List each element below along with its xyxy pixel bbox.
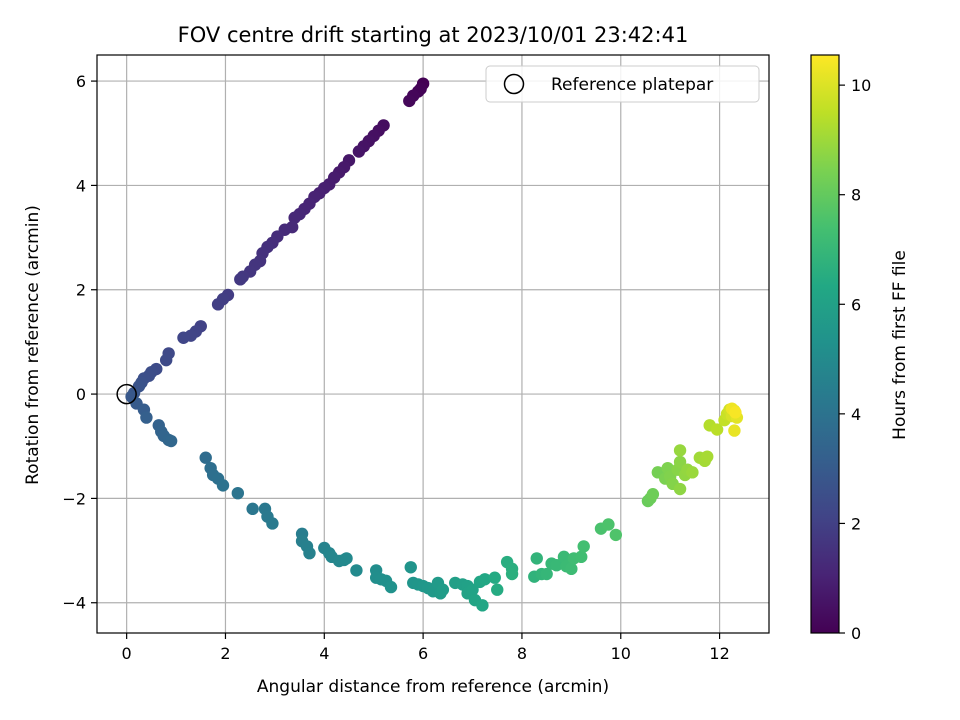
- y-tick-label: −4: [62, 594, 86, 613]
- data-point: [540, 567, 553, 581]
- colorbar-gradient: [810, 54, 840, 634]
- axes: 0 2 4 6 8 10 12 −4 −2 0 2 4 6: [62, 54, 770, 663]
- data-point: [686, 466, 699, 479]
- colorbar-tick-label: 8: [851, 186, 861, 205]
- data-point: [231, 486, 245, 500]
- x-axis-label: Angular distance from reference (arcmin): [257, 677, 609, 697]
- data-point: [404, 561, 417, 574]
- x-tick-label: 6: [418, 644, 428, 663]
- data-point: [246, 502, 259, 516]
- data-point: [159, 353, 173, 367]
- data-point: [491, 583, 504, 596]
- data-point: [352, 145, 366, 158]
- data-point: [288, 211, 301, 224]
- colorbar-label: Hours from first FF file: [890, 250, 910, 440]
- data-point: [505, 567, 519, 581]
- colorbar-tick-label: 6: [851, 295, 861, 314]
- data-point: [303, 546, 316, 560]
- data-point: [199, 451, 212, 464]
- legend: Reference platepar: [485, 65, 760, 103]
- y-tick-label: 4: [76, 176, 86, 195]
- data-point: [530, 552, 543, 565]
- data-point: [436, 583, 450, 596]
- reference-marker: [116, 383, 137, 405]
- data-point: [673, 482, 687, 496]
- x-tick-label: 2: [220, 644, 230, 663]
- y-tick-label: 0: [76, 385, 86, 404]
- legend-reference-marker-icon: [503, 73, 525, 95]
- y-axis-label: Rotation from reference (arcmin): [23, 205, 43, 485]
- data-point: [266, 517, 279, 530]
- data-point: [575, 550, 588, 564]
- data-point: [384, 580, 398, 594]
- data-point: [164, 434, 178, 448]
- colorbar-tick-label: 0: [851, 624, 861, 643]
- grid: [97, 55, 769, 633]
- data-point: [340, 552, 353, 565]
- colorbar-ticks: 0 2 4 6 8 10: [839, 76, 871, 643]
- x-tick-label: 8: [517, 644, 527, 663]
- plot-frame: [96, 54, 770, 634]
- data-point: [466, 583, 479, 596]
- colorbar-tick-label: 2: [851, 514, 861, 533]
- y-tick-label: −2: [62, 489, 86, 508]
- x-tick-label: 12: [709, 644, 729, 663]
- data-point: [550, 558, 563, 572]
- data-point: [673, 455, 687, 469]
- scatter-points: [125, 77, 744, 612]
- data-point: [350, 564, 363, 577]
- data-point: [710, 423, 724, 436]
- y-tick-label: 6: [76, 72, 86, 91]
- data-point: [140, 411, 153, 424]
- data-point: [729, 406, 742, 419]
- data-point: [403, 94, 416, 108]
- x-tick-label: 10: [611, 644, 631, 663]
- data-point: [602, 518, 615, 531]
- colorbar-tick-label: 4: [851, 405, 861, 424]
- data-point: [577, 540, 590, 553]
- colorbar-tick-label: 10: [851, 76, 871, 95]
- data-point: [234, 273, 247, 286]
- data-point: [673, 444, 687, 457]
- legend-label-reference: Reference platepar: [551, 75, 713, 95]
- data-point: [701, 450, 714, 463]
- data-point: [557, 550, 571, 564]
- x-tick-label: 0: [122, 644, 132, 663]
- x-tick-label: 4: [319, 644, 329, 663]
- data-point: [488, 571, 501, 584]
- legend-box: [485, 65, 760, 103]
- data-point: [728, 424, 741, 437]
- data-point: [211, 298, 225, 311]
- chart-title: FOV centre drift starting at 2023/10/01 …: [178, 23, 689, 47]
- data-point: [565, 562, 578, 576]
- colorbar: 0 2 4 6 8 10 Hours from first FF file: [810, 54, 910, 643]
- data-point: [646, 488, 660, 501]
- data-point: [476, 599, 489, 612]
- data-point: [609, 528, 623, 542]
- reference-point: [116, 383, 137, 405]
- data-point: [478, 573, 492, 586]
- data-point: [216, 479, 230, 492]
- y-tick-label: 2: [76, 281, 86, 300]
- data-point: [177, 331, 190, 344]
